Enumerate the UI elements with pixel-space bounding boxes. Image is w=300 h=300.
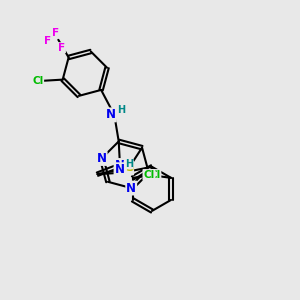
Text: H: H xyxy=(117,105,125,115)
Text: N: N xyxy=(126,182,136,194)
Text: N: N xyxy=(115,159,125,172)
Text: F: F xyxy=(52,28,59,38)
Text: S: S xyxy=(124,161,133,174)
Text: N: N xyxy=(97,152,107,165)
Text: N: N xyxy=(115,163,124,176)
Text: F: F xyxy=(58,43,65,53)
Text: Cl: Cl xyxy=(32,76,43,86)
Text: H: H xyxy=(125,159,133,169)
Text: F: F xyxy=(44,36,51,46)
Text: N: N xyxy=(106,108,116,122)
Text: Cl: Cl xyxy=(149,170,161,180)
Text: Cl: Cl xyxy=(143,170,155,180)
